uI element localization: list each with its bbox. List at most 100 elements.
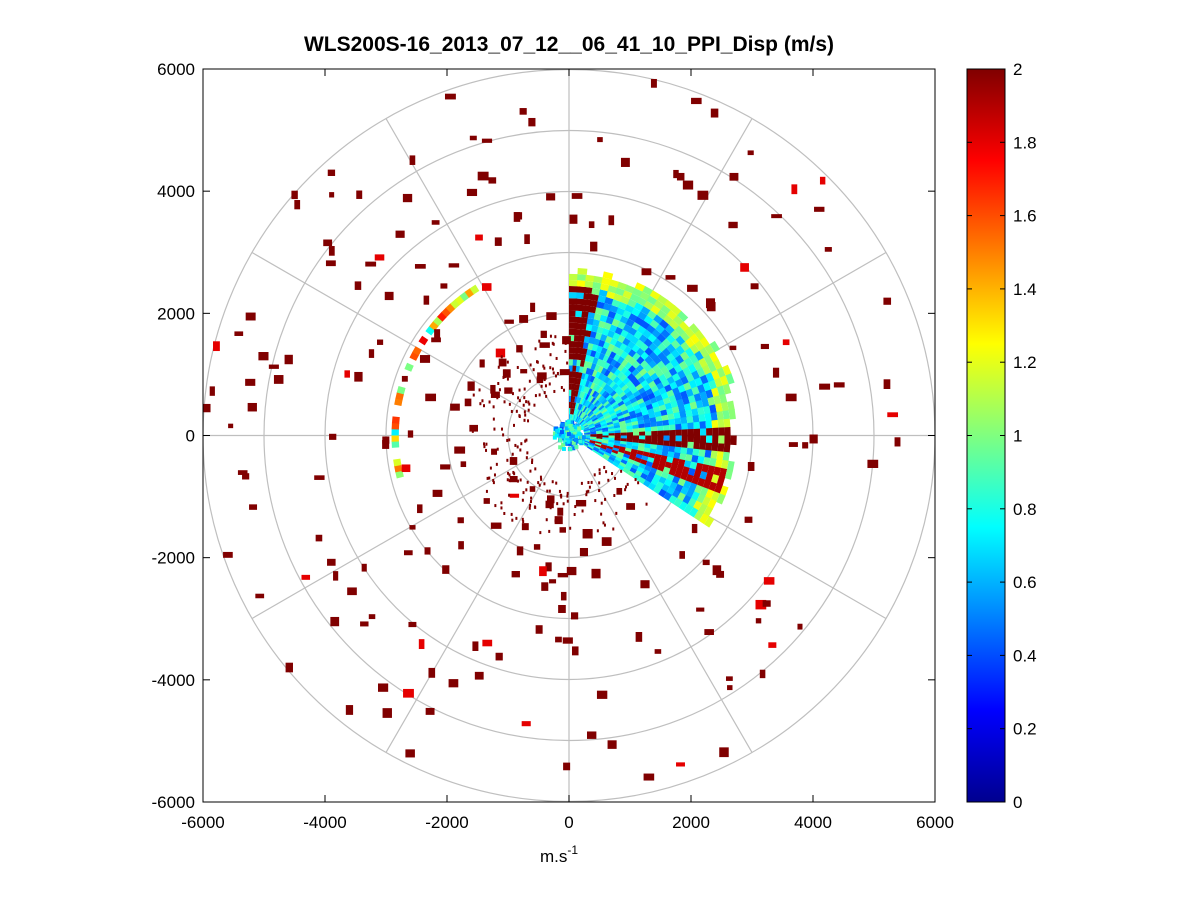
sector-cell bbox=[591, 287, 601, 296]
scatter-return bbox=[557, 507, 564, 516]
sector-cell bbox=[703, 506, 714, 518]
sector-cell bbox=[595, 425, 602, 429]
outer-arc-cell bbox=[412, 346, 422, 356]
sector-cell bbox=[636, 356, 645, 365]
scatter-return bbox=[477, 171, 489, 181]
sector-cell bbox=[573, 402, 577, 409]
scatter-return bbox=[509, 475, 518, 483]
sector-cell bbox=[571, 414, 574, 421]
sector-cell bbox=[678, 501, 688, 511]
sector-cell bbox=[711, 419, 719, 429]
sector-cell bbox=[592, 376, 599, 385]
scatter-return bbox=[504, 387, 513, 394]
near-return bbox=[593, 473, 596, 477]
sector-cell bbox=[619, 446, 626, 451]
sector-cell bbox=[680, 390, 689, 400]
sector-cell bbox=[576, 353, 583, 361]
sector-cell bbox=[597, 413, 604, 419]
near-return bbox=[566, 499, 569, 503]
sector-cell bbox=[723, 443, 731, 454]
y-tick-label: 6000 bbox=[157, 60, 195, 79]
sector-cell bbox=[689, 344, 700, 355]
sector-cell bbox=[587, 402, 593, 409]
sector-cell bbox=[580, 354, 587, 362]
sector-cell bbox=[621, 409, 629, 416]
sector-cell bbox=[595, 332, 603, 340]
sector-cell bbox=[677, 384, 686, 394]
sector-cell bbox=[688, 507, 699, 518]
near-return bbox=[569, 526, 572, 530]
sector-cell bbox=[572, 414, 576, 422]
center-cell bbox=[571, 424, 576, 429]
center-cell bbox=[568, 447, 573, 452]
sector-cell bbox=[716, 367, 726, 379]
sector-cell bbox=[583, 428, 590, 432]
sector-cell bbox=[707, 396, 716, 407]
sector-cell bbox=[613, 459, 621, 465]
sector-cell bbox=[569, 310, 577, 317]
scatter-return bbox=[327, 558, 336, 566]
sector-cell bbox=[602, 455, 609, 461]
scatter-return bbox=[344, 370, 350, 378]
sector-cell bbox=[705, 420, 713, 430]
outer-arc-cell bbox=[469, 284, 480, 295]
sector-cell bbox=[599, 388, 606, 396]
center-cell bbox=[573, 437, 578, 442]
sector-cell bbox=[591, 406, 598, 412]
sector-cell bbox=[667, 413, 675, 421]
sector-cell bbox=[580, 412, 586, 419]
near-return bbox=[503, 369, 506, 373]
sector-cell bbox=[631, 420, 639, 426]
sector-cell bbox=[620, 394, 629, 401]
sector-cell bbox=[636, 415, 644, 422]
sector-cell bbox=[595, 410, 602, 416]
scatter-return bbox=[545, 562, 552, 572]
sector-cell bbox=[595, 441, 602, 445]
near-return bbox=[502, 433, 505, 437]
sector-cell bbox=[596, 358, 603, 367]
sector-cell bbox=[571, 408, 574, 415]
sector-cell bbox=[624, 284, 636, 294]
sector-cell bbox=[606, 421, 614, 426]
azimuth-spoke-150 bbox=[568, 435, 753, 753]
center-cell bbox=[570, 434, 575, 439]
sector-cell bbox=[610, 414, 618, 420]
scatter-return bbox=[571, 193, 583, 199]
near-return bbox=[495, 462, 498, 466]
sector-cell bbox=[726, 460, 735, 472]
sector-cell bbox=[588, 423, 595, 427]
sector-cell bbox=[600, 360, 607, 368]
sector-cell bbox=[686, 415, 694, 424]
scatter-return bbox=[291, 190, 298, 200]
near-return bbox=[483, 442, 486, 446]
near-return bbox=[521, 498, 524, 502]
sector-cell bbox=[699, 428, 707, 437]
chart-title: WLS200S-16_2013_07_12__06_41_10_PPI_Disp… bbox=[304, 33, 834, 56]
sector-cell bbox=[635, 364, 645, 373]
scatter-return bbox=[546, 312, 557, 320]
sector-cell bbox=[583, 431, 591, 434]
sector-cell bbox=[617, 451, 625, 457]
near-return bbox=[543, 391, 546, 395]
sector-cell bbox=[583, 286, 594, 295]
sector-cell bbox=[640, 472, 648, 481]
scatter-return bbox=[382, 708, 392, 718]
sector-cell bbox=[590, 437, 597, 440]
sector-cell bbox=[592, 447, 599, 453]
sector-cell bbox=[627, 458, 635, 465]
scatter-return bbox=[440, 464, 451, 470]
sector-cell bbox=[669, 429, 676, 437]
sector-cell bbox=[695, 399, 704, 409]
scatter-return bbox=[249, 504, 258, 510]
sector-cell bbox=[598, 320, 607, 329]
center-cell bbox=[558, 445, 563, 450]
scatter-return bbox=[771, 214, 782, 219]
sector-cell bbox=[587, 445, 594, 450]
sector-cell bbox=[680, 416, 688, 425]
sector-cell bbox=[681, 441, 688, 449]
sector-cell bbox=[682, 396, 690, 406]
scatter-return bbox=[596, 690, 608, 699]
sector-cell bbox=[573, 347, 579, 354]
sector-cell bbox=[596, 412, 603, 418]
sector-cell bbox=[569, 328, 576, 336]
